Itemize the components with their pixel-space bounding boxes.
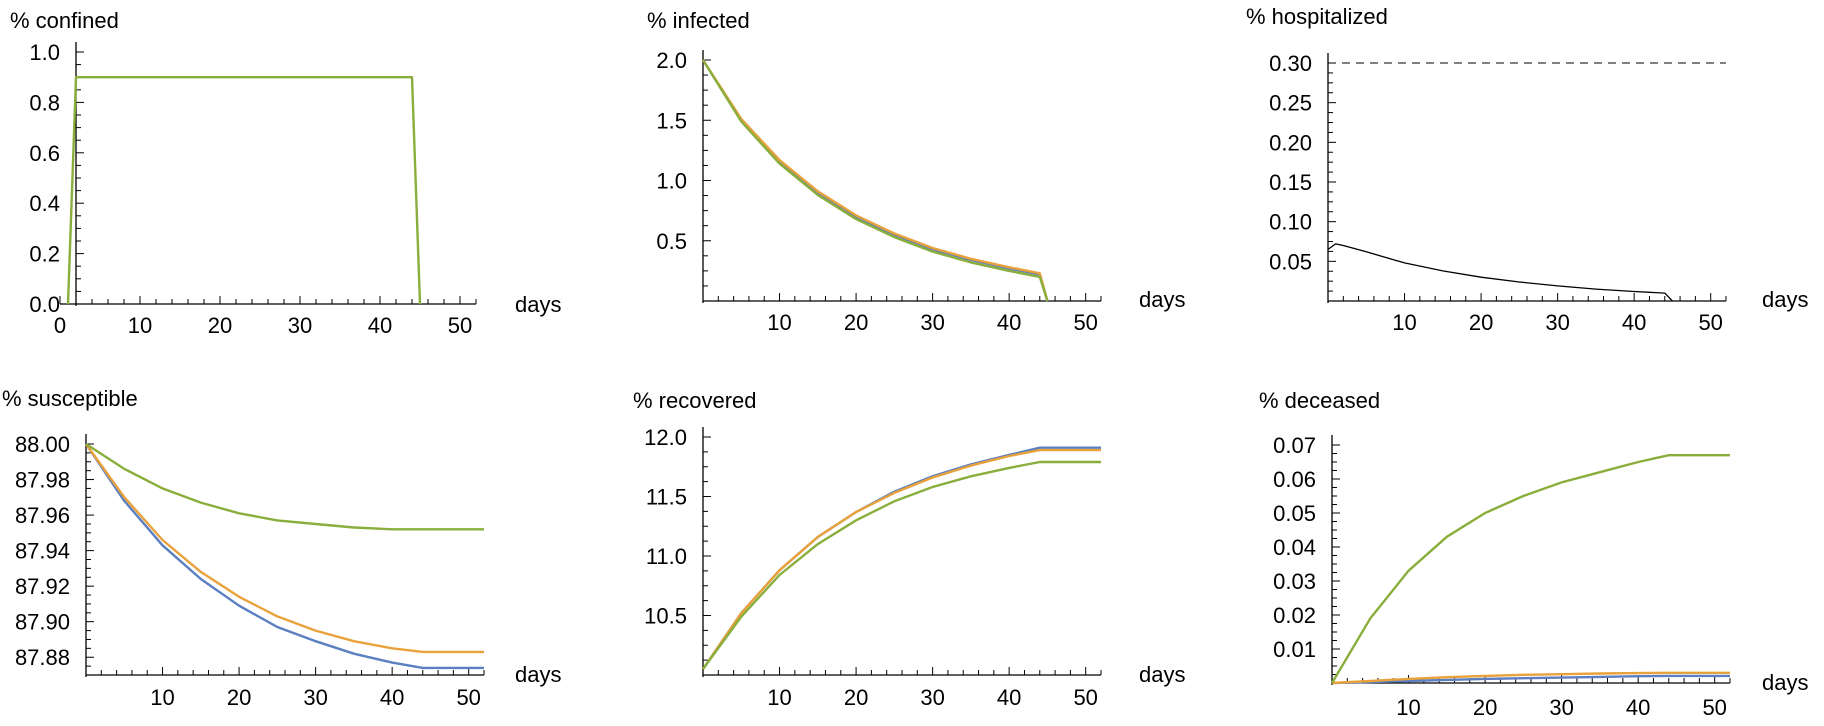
x-tick-label: 30 xyxy=(920,685,944,710)
y-tick-label: 87.98 xyxy=(15,468,70,493)
series-line-orange xyxy=(701,59,1049,302)
y-tick-label: 0.06 xyxy=(1273,467,1316,492)
x-tick-label: 20 xyxy=(1469,310,1493,335)
x-tick-label: 30 xyxy=(288,313,312,338)
x-tick-label: 20 xyxy=(844,310,868,335)
y-tick-label: 0.5 xyxy=(656,229,687,254)
series-line-blue xyxy=(702,446,1101,670)
chart-panel-1: % confined days 0 10 20 30 40 50 0.0 0.2 0.4 0.6 0.8… xyxy=(10,8,561,338)
x-tick-label: 10 xyxy=(767,310,791,335)
chart-title: % hospitalized xyxy=(1246,4,1388,29)
y-tick-label: 0.4 xyxy=(29,191,60,216)
y-tick-label: 1.5 xyxy=(656,108,687,133)
series-line-blue xyxy=(85,443,484,670)
y-tick-label: 0.04 xyxy=(1273,535,1316,560)
series-line-green xyxy=(1330,454,1730,684)
series-line-black xyxy=(1327,243,1673,302)
x-tick-label: 30 xyxy=(303,685,327,710)
y-tick-label: 1.0 xyxy=(29,40,60,65)
y-tick-label: 2.0 xyxy=(656,48,687,73)
x-tick-label: 40 xyxy=(368,313,392,338)
y-tick-label: 0.15 xyxy=(1269,170,1312,195)
series-line-orange xyxy=(702,448,1101,670)
x-tick-label: 30 xyxy=(1549,695,1573,720)
chart-title: % confined xyxy=(10,8,119,33)
x-tick-label: 40 xyxy=(380,685,404,710)
chart-panel-5: % recovered days 10 20 30 40 50 10.5 11.0 11.5 12.… xyxy=(633,388,1185,710)
x-axis-label: days xyxy=(515,292,561,317)
y-tick-label: 0.10 xyxy=(1269,210,1312,235)
x-tick-label: 10 xyxy=(128,313,152,338)
x-tick-label: 10 xyxy=(1392,310,1416,335)
series-line-green xyxy=(85,442,484,531)
x-axis-label: days xyxy=(1762,670,1808,695)
y-tick-label: 87.88 xyxy=(15,645,70,670)
series-line-green xyxy=(701,59,1049,302)
x-tick-label: 50 xyxy=(1073,310,1097,335)
y-tick-label: 11.5 xyxy=(646,485,687,510)
chart-title: % recovered xyxy=(633,388,757,413)
x-axis-label: days xyxy=(1139,287,1185,312)
x-axis-label: days xyxy=(515,662,561,687)
x-axis-label: days xyxy=(1762,287,1808,312)
y-tick-label: 0.0 xyxy=(29,292,60,317)
series-line-blue xyxy=(1331,674,1730,685)
chart-panel-6: % deceased days 10 20 30 40 50 0.01 0.02 0.03 0.04… xyxy=(1259,388,1808,720)
x-tick-label: 50 xyxy=(1073,685,1097,710)
x-tick-label: 50 xyxy=(1698,310,1722,335)
x-tick-label: 10 xyxy=(150,685,174,710)
y-tick-label: 0.20 xyxy=(1269,130,1312,155)
x-tick-label: 20 xyxy=(844,685,868,710)
chart-title: % susceptible xyxy=(2,386,138,411)
y-tick-label: 0.30 xyxy=(1269,51,1312,76)
y-tick-label: 1.0 xyxy=(656,169,687,194)
y-tick-label: 0.25 xyxy=(1269,91,1312,116)
x-tick-label: 50 xyxy=(456,685,480,710)
series-line-orange xyxy=(85,443,484,654)
y-tick-label: 0.05 xyxy=(1273,501,1316,526)
y-tick-label: 0.01 xyxy=(1273,637,1316,662)
x-tick-label: 50 xyxy=(448,313,472,338)
x-tick-label: 30 xyxy=(920,310,944,335)
x-axis-label: days xyxy=(1139,662,1185,687)
x-tick-label: 20 xyxy=(1473,695,1497,720)
x-tick-label: 10 xyxy=(1396,695,1420,720)
x-tick-label: 40 xyxy=(1622,310,1646,335)
y-tick-label: 0.02 xyxy=(1273,603,1316,628)
chart-panel-2: % infected days 10 20 30 40 50 0.5 1.0 1.5 2.0 xyxy=(647,8,1185,335)
y-tick-label: 11.0 xyxy=(646,544,687,569)
y-tick-label: 0.03 xyxy=(1273,569,1316,594)
y-tick-label: 87.90 xyxy=(15,610,70,635)
x-tick-label: 20 xyxy=(208,313,232,338)
x-tick-label: 40 xyxy=(997,310,1021,335)
x-tick-label: 10 xyxy=(767,685,791,710)
series-line-orange xyxy=(1331,671,1730,685)
series-line-green xyxy=(702,460,1101,670)
x-tick-label: 40 xyxy=(1626,695,1650,720)
x-tick-label: 0 xyxy=(54,313,66,338)
y-tick-label: 87.94 xyxy=(15,539,70,564)
x-tick-label: 40 xyxy=(997,685,1021,710)
y-tick-label: 0.05 xyxy=(1269,249,1312,274)
y-tick-label: 87.96 xyxy=(15,503,70,528)
y-tick-label: 10.5 xyxy=(644,604,687,629)
chart-panel-3: % hospitalized days 10 20 30 40 50 0.05 0.10 0.15… xyxy=(1246,4,1808,335)
chart-panel-4: % susceptible days 10 20 30 40 50 87.88 87.90 87.… xyxy=(2,386,561,710)
y-tick-label: 12.0 xyxy=(644,425,687,450)
y-tick-label: 0.2 xyxy=(29,242,60,267)
y-tick-label: 0.8 xyxy=(29,90,60,115)
x-tick-label: 20 xyxy=(227,685,251,710)
x-tick-label: 50 xyxy=(1702,695,1726,720)
series-line-green xyxy=(66,75,422,305)
chart-title: % deceased xyxy=(1259,388,1380,413)
y-tick-label: 88.00 xyxy=(15,432,70,457)
chart-title: % infected xyxy=(647,8,750,33)
y-tick-label: 87.92 xyxy=(15,574,70,599)
y-tick-label: 0.6 xyxy=(29,141,60,166)
x-tick-label: 30 xyxy=(1545,310,1569,335)
y-tick-label: 0.07 xyxy=(1273,433,1316,458)
